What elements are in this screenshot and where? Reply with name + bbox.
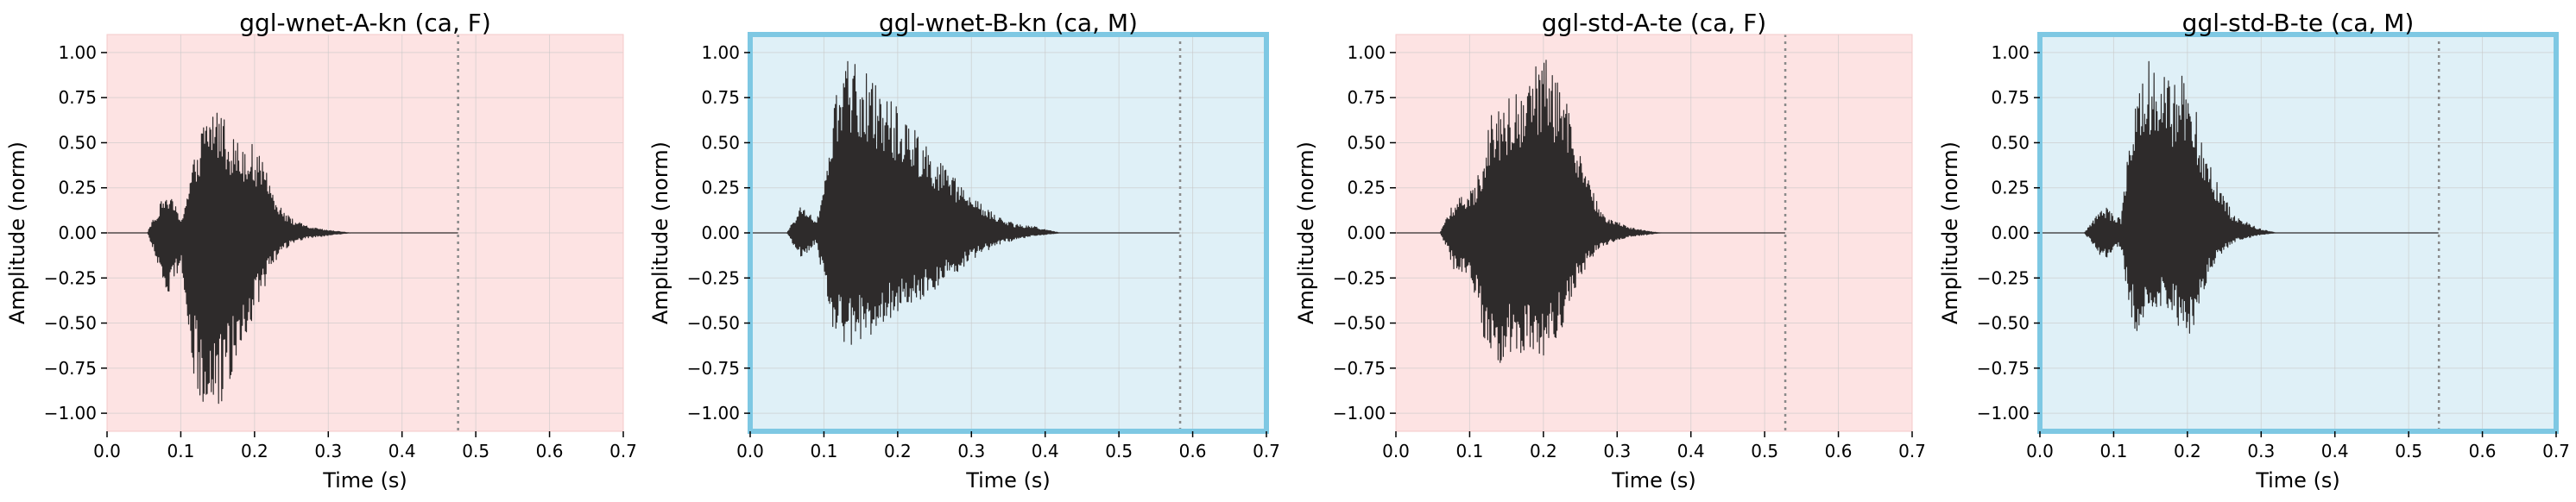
waveform-line (107, 112, 458, 405)
waveform-line (750, 60, 1180, 345)
y-tick-label: 0.50 (1991, 132, 2030, 153)
x-axis-label: Time (s) (1611, 468, 1696, 493)
x-tick-label: 0.4 (2321, 441, 2349, 461)
x-tick-label: 0.1 (2100, 441, 2128, 461)
y-tick-label: −0.50 (1333, 313, 1386, 334)
y-tick-label: 1.00 (1347, 42, 1386, 63)
y-tick-label: −1.00 (1333, 403, 1386, 424)
y-axis-label: Amplitude (norm) (1294, 141, 1318, 324)
y-tick-label: −0.50 (687, 313, 740, 334)
x-tick-label: 0.2 (2174, 441, 2201, 461)
y-tick-label: 0.25 (1991, 178, 2030, 198)
chart-panel-4: 0.0 0.1 0.2 0.3 0.4 0.5 0.6 0.7 1.00 0.75 0.50 0.25… (1938, 9, 2570, 493)
y-tick-label: −0.50 (44, 313, 97, 334)
x-tick-label: 0.0 (93, 441, 121, 461)
y-tick-label: 1.00 (58, 42, 97, 63)
x-tick-label: 0.0 (1382, 441, 1410, 461)
y-tick-label: −1.00 (687, 403, 740, 424)
y-tick-label: −0.25 (1977, 267, 2030, 288)
x-tick-label: 0.5 (462, 441, 489, 461)
y-tick-label: −0.25 (1333, 267, 1386, 288)
y-tick-label: −0.75 (1333, 358, 1386, 379)
x-tick-label: 0.6 (2469, 441, 2497, 461)
y-tick-label: −1.00 (1977, 403, 2030, 424)
x-tick-label: 0.2 (1530, 441, 1557, 461)
y-tick-label: −0.25 (44, 267, 97, 288)
y-tick-label: −0.25 (687, 267, 740, 288)
x-tick-label: 0.5 (2395, 441, 2422, 461)
x-tick-label: 0.3 (2247, 441, 2275, 461)
y-tick-label: 0.25 (701, 178, 740, 198)
x-tick-label: 0.5 (1751, 441, 1778, 461)
x-tick-label: 0.0 (736, 441, 764, 461)
x-axis-label: Time (s) (322, 468, 407, 493)
y-tick-label: 0.50 (1347, 132, 1386, 153)
y-tick-label: 0.75 (1347, 87, 1386, 108)
x-tick-label: 0.4 (1032, 441, 1059, 461)
chart-title: ggl-std-B-te (ca, M) (2182, 9, 2415, 37)
x-tick-label: 0.1 (1456, 441, 1484, 461)
y-tick-label: 0.75 (58, 87, 97, 108)
waveform-line (2040, 60, 2439, 334)
x-tick-label: 0.4 (1677, 441, 1705, 461)
chart-panel-3: 0.0 0.1 0.2 0.3 0.4 0.5 0.6 0.7 1.00 0.75 0.50 0.25… (1294, 9, 1926, 493)
x-tick-label: 0.4 (388, 441, 416, 461)
x-tick-label: 0.7 (1253, 441, 1280, 461)
y-tick-label: 0.75 (1991, 87, 2030, 108)
x-tick-label: 0.2 (241, 441, 268, 461)
y-tick-label: 0.00 (1991, 223, 2030, 243)
y-tick-label: −0.75 (687, 358, 740, 379)
chart-panel-2: 0.0 0.1 0.2 0.3 0.4 0.5 0.6 0.7 1.00 0.75 0.50 0.25… (648, 9, 1280, 493)
y-tick-label: −1.00 (44, 403, 97, 424)
y-tick-label: −0.75 (1977, 358, 2030, 379)
x-tick-label: 0.3 (1603, 441, 1631, 461)
x-tick-label: 0.6 (1179, 441, 1207, 461)
y-tick-label: 0.00 (58, 223, 97, 243)
y-tick-label: 0.50 (701, 132, 740, 153)
x-tick-label: 0.1 (167, 441, 195, 461)
y-axis-label: Amplitude (norm) (648, 141, 672, 324)
x-tick-label: 0.6 (536, 441, 564, 461)
y-axis-label: Amplitude (norm) (1938, 141, 1962, 324)
x-tick-label: 0.3 (314, 441, 342, 461)
y-tick-label: 0.25 (58, 178, 97, 198)
chart-panel-1: 0.0 0.1 0.2 0.3 0.4 0.5 0.6 0.7 1.00 0.75 0.50 0.25… (5, 9, 637, 493)
x-tick-label: 0.7 (1898, 441, 1926, 461)
y-tick-label: −0.75 (44, 358, 97, 379)
y-tick-label: 0.00 (701, 223, 740, 243)
y-axis-label: Amplitude (norm) (5, 141, 29, 324)
y-tick-label: 0.75 (701, 87, 740, 108)
y-tick-label: −0.50 (1977, 313, 2030, 334)
x-axis-label: Time (s) (965, 468, 1051, 493)
waveform-line (1396, 60, 1785, 363)
y-tick-label: 0.00 (1347, 223, 1386, 243)
x-axis-label: Time (s) (2255, 468, 2340, 493)
x-tick-label: 0.6 (1825, 441, 1853, 461)
x-tick-label: 0.1 (811, 441, 838, 461)
y-tick-label: 1.00 (701, 42, 740, 63)
y-tick-label: 0.25 (1347, 178, 1386, 198)
chart-title: ggl-wnet-A-kn (ca, F) (239, 9, 491, 37)
x-tick-label: 0.3 (957, 441, 985, 461)
x-tick-label: 0.7 (609, 441, 637, 461)
x-tick-label: 0.5 (1105, 441, 1133, 461)
x-tick-label: 0.7 (2542, 441, 2570, 461)
chart-title: ggl-wnet-B-kn (ca, M) (879, 9, 1138, 37)
x-tick-label: 0.0 (2026, 441, 2054, 461)
chart-title: ggl-std-A-te (ca, F) (1542, 9, 1766, 37)
x-tick-label: 0.2 (884, 441, 912, 461)
y-tick-label: 1.00 (1991, 42, 2030, 63)
y-tick-label: 0.50 (58, 132, 97, 153)
